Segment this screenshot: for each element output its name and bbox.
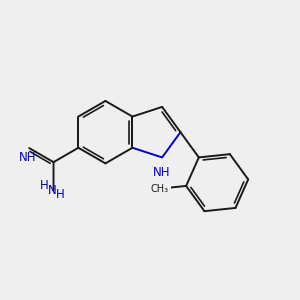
- Text: NH: NH: [153, 166, 171, 179]
- Text: N: N: [48, 184, 56, 197]
- Text: H: H: [40, 179, 48, 192]
- Text: NH: NH: [19, 151, 37, 164]
- Text: H: H: [56, 188, 64, 201]
- Text: CH₃: CH₃: [151, 184, 169, 194]
